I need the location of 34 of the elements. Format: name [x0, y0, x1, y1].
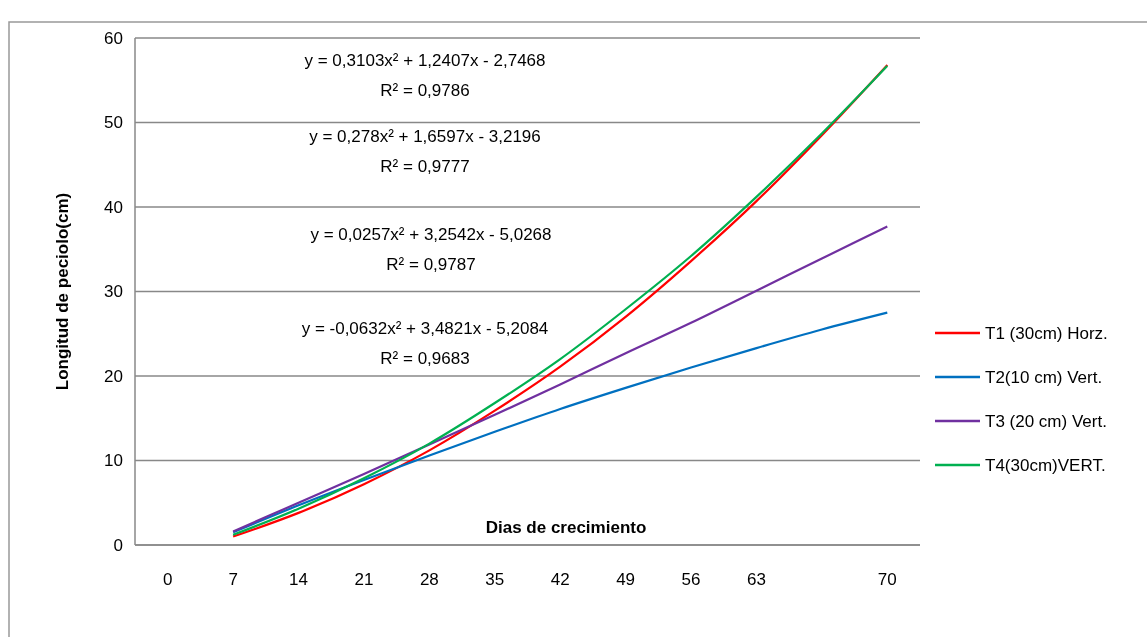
legend-label: T1 (30cm) Horz.: [985, 323, 1108, 343]
y-tick-label: 60: [104, 28, 123, 48]
x-tick-label: 42: [550, 570, 570, 589]
x-tick-label: 0: [162, 570, 173, 589]
x-tick-label: 35: [485, 570, 505, 589]
y-tick-label: 20: [104, 366, 123, 386]
legend-label: T3 (20 cm) Vert.: [985, 411, 1107, 431]
y-tick-label: 50: [104, 113, 123, 133]
x-tick-label: 28: [419, 570, 439, 589]
annotation: y = 0,0257x² + 3,2542x - 5,0268: [310, 225, 552, 244]
annotation: y = 0,278x² + 1,6597x - 3,2196: [309, 127, 541, 146]
x-tick-label: 56: [681, 570, 701, 589]
x-axis-title: Dias de crecimiento: [485, 518, 647, 537]
x-tick-label: 63: [747, 570, 766, 589]
x-tick-label: 49: [616, 570, 636, 589]
annotation: R² = 0,9683: [380, 349, 470, 368]
y-tick-label: 10: [104, 451, 123, 471]
y-tick-label: 0: [113, 535, 123, 555]
annotation: y = -0,0632x² + 3,4821x - 5,2084: [301, 319, 549, 338]
annotation: R² = 0,9787: [386, 255, 476, 274]
x-tick-label: 70: [877, 570, 897, 589]
annotation: y = 0,3103x² + 1,2407x - 2,7468: [304, 51, 546, 70]
x-tick-label: 21: [354, 570, 374, 589]
line-series: [232, 225, 889, 533]
annotation: R² = 0,9777: [380, 157, 470, 176]
annotation: R² = 0,9786: [380, 81, 470, 100]
y-tick-label: 30: [104, 282, 123, 302]
y-axis-title: Longitud de peciolo(cm): [53, 192, 72, 391]
line-series: [232, 311, 889, 534]
legend-label: T4(30cm)VERT.: [985, 455, 1106, 475]
x-tick-label: 14: [289, 570, 308, 589]
y-tick-label: 40: [104, 197, 123, 217]
x-tick-label: 7: [228, 570, 238, 589]
legend-label: T2(10 cm) Vert.: [985, 367, 1103, 387]
